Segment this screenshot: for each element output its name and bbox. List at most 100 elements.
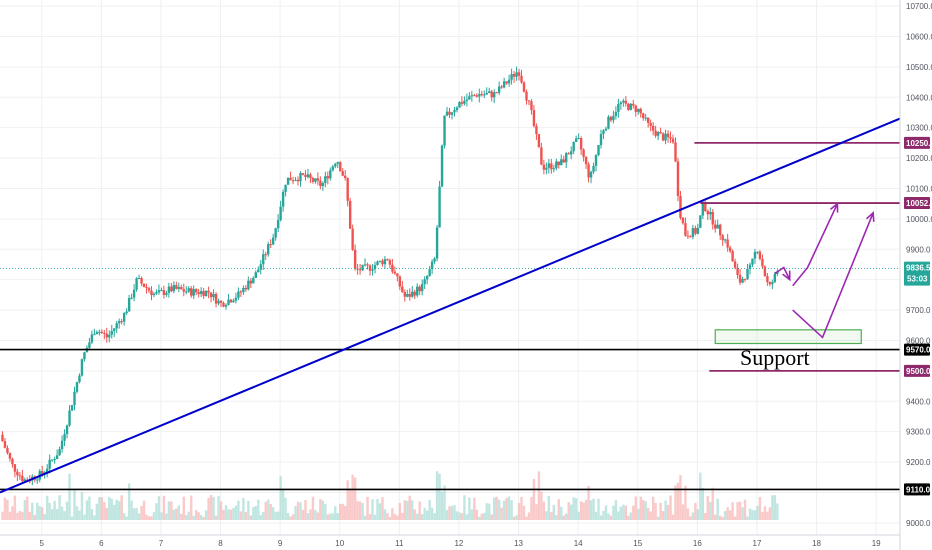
candle-body xyxy=(753,251,757,259)
candle-body xyxy=(247,280,250,290)
candle-body xyxy=(493,92,496,98)
candle-body xyxy=(137,277,141,279)
volume-bar xyxy=(510,500,513,520)
candle-body xyxy=(704,201,707,211)
candle-body xyxy=(381,260,384,265)
candle-body xyxy=(100,331,104,333)
candle-body xyxy=(269,244,272,246)
volume-bar xyxy=(460,513,464,520)
x-tick-label: 9 xyxy=(278,539,283,548)
volume-bar xyxy=(557,499,560,520)
candle-body xyxy=(224,304,228,307)
candle-body xyxy=(572,141,575,152)
volume-bar xyxy=(624,505,628,520)
volume-bar xyxy=(728,510,732,520)
volume-bar xyxy=(562,515,565,520)
volume-bar xyxy=(167,501,171,520)
candle-body xyxy=(115,323,118,329)
candle-body xyxy=(274,228,277,238)
volume-bar xyxy=(597,498,600,520)
volume-bar xyxy=(73,488,76,520)
volume-bar xyxy=(299,502,302,520)
candle-body xyxy=(135,278,138,290)
volume-bar xyxy=(741,507,744,520)
volume-bar xyxy=(361,502,364,520)
volume-bar xyxy=(592,498,595,520)
volume-bar xyxy=(468,497,471,520)
volume-bar xyxy=(115,499,118,520)
candle-body xyxy=(696,227,700,234)
level-price-tag xyxy=(904,343,930,356)
volume-bar xyxy=(455,511,459,520)
candle-body xyxy=(401,286,404,292)
candle-body xyxy=(214,293,218,304)
volume-bar xyxy=(599,515,603,520)
volume-bar xyxy=(694,502,697,520)
volume-bar xyxy=(609,515,613,520)
volume-bar xyxy=(219,501,223,520)
candle-body xyxy=(413,291,416,296)
volume-bar xyxy=(428,499,431,520)
y-tick-label: 9600.0 xyxy=(906,336,931,345)
candle-body xyxy=(346,178,349,201)
volume-bar xyxy=(619,506,623,520)
candle-body xyxy=(609,116,613,121)
candle-body xyxy=(622,100,625,103)
candle-body xyxy=(185,291,188,293)
candle-body xyxy=(160,290,163,292)
volume-bar xyxy=(443,485,446,520)
x-tick-label: 8 xyxy=(218,539,223,548)
volume-bar xyxy=(78,510,81,520)
candle-body xyxy=(244,287,248,290)
candle-body xyxy=(629,103,632,110)
volume-bar xyxy=(413,509,416,520)
volume-bar xyxy=(776,503,779,520)
candle-body xyxy=(378,260,382,262)
candle-body xyxy=(470,95,474,97)
volume-bar xyxy=(490,514,493,520)
candle-body xyxy=(721,235,724,241)
candle-body xyxy=(70,405,74,411)
volume-bar xyxy=(269,504,272,520)
volume-bar xyxy=(172,509,176,520)
candle-body xyxy=(766,276,769,283)
candle-body xyxy=(118,321,121,324)
volume-bar xyxy=(53,500,56,520)
candle-body xyxy=(41,471,44,475)
candle-body xyxy=(396,273,399,277)
volume-bar xyxy=(584,499,588,520)
candle-body xyxy=(376,261,379,265)
candle-body xyxy=(540,147,543,165)
volume-bar xyxy=(21,511,24,520)
volume-bar xyxy=(582,502,585,520)
candle-body xyxy=(194,289,198,293)
candle-body xyxy=(311,178,315,182)
volume-bar xyxy=(550,512,553,520)
candle-body xyxy=(649,122,652,126)
candle-body xyxy=(654,130,657,136)
candle-body xyxy=(565,153,568,163)
candle-body xyxy=(165,292,168,295)
candle-body xyxy=(733,261,737,268)
candle-body xyxy=(334,163,337,167)
candle-body xyxy=(746,268,749,280)
volume-bar xyxy=(28,511,32,520)
volume-bar xyxy=(540,491,543,520)
volume-bar xyxy=(311,496,315,520)
candle-body xyxy=(177,287,181,289)
candle-body xyxy=(113,328,116,331)
candle-body xyxy=(125,311,128,314)
candle-body xyxy=(351,228,354,250)
volume-bar xyxy=(706,495,709,520)
candle-body xyxy=(468,96,471,100)
volume-bar xyxy=(319,499,322,520)
candle-body xyxy=(60,440,64,450)
y-tick-label: 9700.0 xyxy=(906,306,931,315)
volume-bar xyxy=(212,496,215,520)
current-price-label: 9836.5 xyxy=(906,264,931,273)
candle-body xyxy=(202,291,205,297)
volume-bar xyxy=(594,511,598,520)
volume-bar xyxy=(530,497,533,520)
